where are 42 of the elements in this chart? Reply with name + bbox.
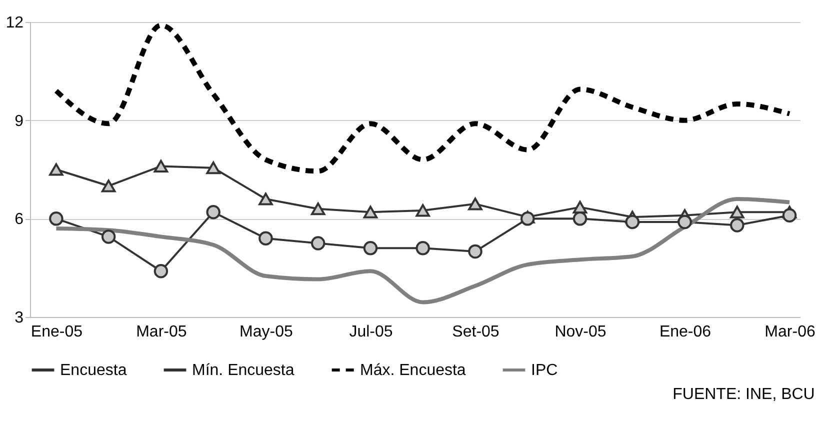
point — [310, 202, 326, 216]
point — [782, 208, 797, 222]
point — [206, 162, 220, 174]
x-tick-label: Jul-05 — [349, 324, 393, 340]
point — [258, 231, 273, 246]
y-tick-label: 6 — [14, 211, 24, 228]
point — [154, 264, 168, 278]
y-tick-label: 3 — [14, 310, 24, 326]
x-tick-label: Mar-06 — [764, 324, 816, 340]
point — [310, 236, 326, 250]
x-tick-label: Ene-06 — [659, 324, 712, 340]
point — [258, 192, 273, 206]
legend-label: Mín. Encuesta — [192, 362, 294, 379]
point — [730, 218, 744, 232]
point — [468, 244, 482, 259]
point — [363, 206, 378, 218]
point — [416, 241, 430, 256]
point — [206, 205, 220, 220]
x-tick-label: May-05 — [240, 324, 293, 340]
legend-label: Máx. Encuesta — [360, 362, 466, 379]
legend-label: IPC — [531, 362, 558, 379]
point — [49, 212, 64, 226]
point — [730, 206, 744, 218]
point — [101, 180, 116, 192]
point — [101, 230, 116, 244]
x-tick-label: Mar-05 — [136, 324, 187, 340]
x-tick-label: Ene-05 — [30, 324, 83, 340]
point — [678, 214, 692, 230]
point — [363, 241, 378, 256]
x-tick-label: Nov-05 — [554, 324, 606, 340]
point — [416, 204, 430, 217]
source-note: FUENTE: INE, BCU — [672, 386, 815, 403]
x-tick-label: Set-05 — [452, 324, 500, 340]
y-tick-label: 12 — [6, 14, 24, 32]
point — [49, 163, 64, 176]
point — [572, 200, 588, 214]
point — [625, 214, 640, 230]
legend-label: Encuesta — [60, 362, 127, 379]
y-tick-label: 9 — [14, 112, 24, 130]
point — [572, 212, 588, 226]
point — [154, 160, 168, 173]
point — [468, 198, 482, 210]
